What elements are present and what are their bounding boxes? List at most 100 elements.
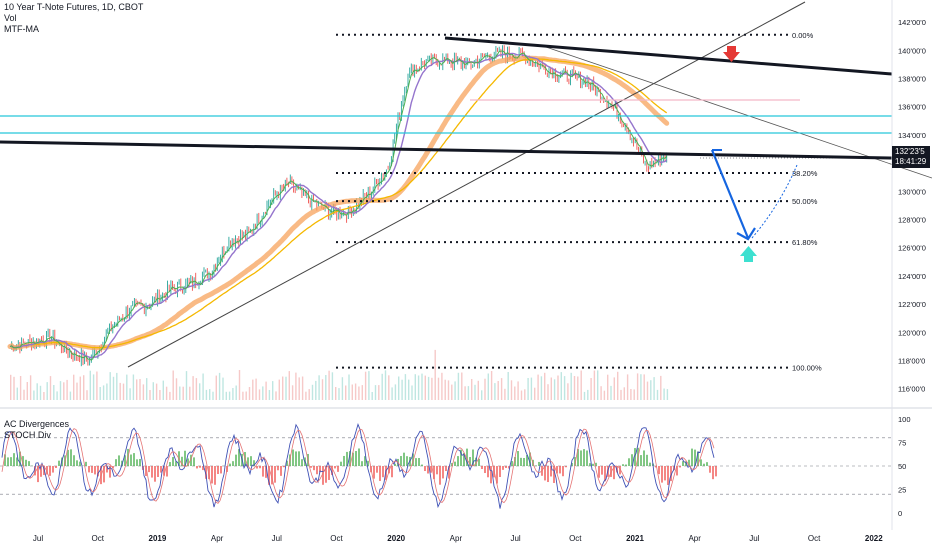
ac-histogram-bar — [211, 466, 213, 484]
ac-histogram-bar — [55, 466, 57, 469]
ac-histogram-bar — [709, 466, 711, 473]
volume-bar — [331, 372, 334, 400]
ac-histogram-bar — [322, 466, 324, 485]
upper-resistance-line — [444, 36, 893, 76]
volume-bar — [620, 389, 622, 400]
volume-bar — [510, 380, 513, 400]
ac-histogram-bar — [277, 466, 279, 471]
ac-histogram-bar — [466, 448, 468, 466]
ac-histogram-bar — [694, 449, 696, 466]
volume-bar — [29, 375, 32, 400]
volume-bar — [660, 375, 662, 400]
ac-histogram-bar — [19, 451, 21, 466]
volume-bar — [653, 377, 655, 400]
ac-histogram-bar — [601, 466, 603, 475]
time-axis-label: 2022 — [865, 534, 883, 543]
ac-histogram-bar — [523, 457, 525, 466]
volume-bar — [56, 391, 58, 400]
fib-level-label: 38.20% — [792, 169, 818, 178]
ac-histogram-bar — [316, 466, 318, 475]
ac-histogram-bar — [556, 466, 558, 474]
ac-histogram-bar — [229, 463, 231, 466]
volume-bar — [222, 377, 224, 400]
volume-bar — [132, 374, 135, 400]
volume-bar — [182, 386, 184, 400]
volume-bar — [427, 376, 430, 400]
volume-bar — [424, 375, 426, 400]
chart-legend: 10 Year T-Note Futures, 1D, CBOT Vol MTF… — [4, 2, 143, 35]
time-axis-label: Jul — [510, 534, 520, 543]
indicator-ac-divergences[interactable]: AC Divergences — [4, 419, 70, 429]
volume-bar — [291, 385, 294, 400]
indicator-vol[interactable]: Vol — [4, 13, 17, 23]
volume-bar — [580, 370, 582, 400]
volume-bar — [252, 379, 254, 400]
ac-histogram-bar — [160, 466, 162, 473]
volume-bar — [298, 377, 300, 400]
price-axis-label: 142'00'0 — [898, 18, 926, 27]
ac-histogram-bar — [712, 466, 714, 480]
fib-level-label: 61.80% — [792, 238, 818, 247]
ac-histogram-bar — [181, 456, 183, 466]
volume-bar — [258, 389, 261, 400]
volume-bar — [610, 385, 612, 400]
volume-bar — [225, 391, 227, 400]
volume-bar — [83, 375, 85, 400]
volume-bar — [643, 374, 645, 400]
volume-bar — [235, 385, 237, 400]
indicator-stoch-div[interactable]: STOCH Div — [4, 430, 51, 440]
volume-bar — [547, 384, 549, 400]
ac-histogram-bar — [256, 466, 258, 469]
time-axis-label: Jul — [272, 534, 282, 543]
ac-histogram-bar — [187, 458, 189, 466]
ac-histogram-bar — [634, 448, 636, 466]
ac-histogram-bar — [7, 457, 9, 466]
volume-bar — [557, 375, 559, 400]
ac-histogram-bar — [319, 466, 321, 473]
ac-histogram-bar — [202, 466, 204, 471]
ac-histogram-bar — [703, 463, 705, 466]
volume-bar — [345, 385, 347, 400]
ac-histogram-bar — [490, 466, 492, 484]
indicator-mtf-ma[interactable]: MTF-MA — [4, 24, 39, 34]
ac-histogram-bar — [136, 459, 138, 466]
ac-histogram-bar — [457, 456, 459, 466]
volume-bar — [66, 379, 68, 400]
volume-bar — [136, 379, 138, 400]
ac-histogram-bar — [574, 457, 576, 466]
ac-histogram-bar — [631, 454, 633, 466]
volume-bar — [33, 390, 35, 400]
volume-bar — [152, 382, 154, 400]
ac-histogram-bar — [70, 449, 72, 466]
volume-bar — [467, 386, 470, 400]
volume-bar — [149, 390, 151, 400]
oscillator-legend: AC Divergences STOCH Div — [4, 419, 69, 441]
ac-histogram-bar — [235, 454, 237, 466]
volume-bar — [537, 374, 539, 400]
volume-bar — [202, 373, 204, 400]
ac-histogram-bar — [361, 461, 363, 466]
time-axis-label: 2021 — [626, 534, 644, 543]
ac-histogram-bar — [436, 466, 438, 475]
volume-bar — [646, 381, 649, 400]
ac-histogram-bar — [349, 451, 351, 466]
volume-bar — [96, 371, 98, 400]
volume-bar — [328, 370, 330, 400]
ac-histogram-bar — [262, 466, 264, 477]
red-arrow-down-icon — [723, 46, 740, 62]
ac-histogram-bar — [58, 460, 60, 466]
ac-histogram — [4, 447, 717, 485]
ac-histogram-bar — [259, 466, 261, 469]
volume-bar — [663, 388, 665, 400]
ac-histogram-bar — [499, 466, 501, 477]
ac-histogram-bar — [193, 457, 195, 466]
volume-bar — [527, 378, 529, 400]
ac-histogram-bar — [394, 463, 396, 466]
fib-level-label: 100.00% — [792, 364, 822, 373]
instrument-title[interactable]: 10 Year T-Note Futures, 1D, CBOT — [4, 2, 144, 12]
ac-histogram-bar — [472, 449, 474, 466]
time-axis-label: Oct — [569, 534, 582, 543]
volume-bar — [209, 389, 211, 400]
volume-bar — [530, 377, 533, 400]
ac-histogram-bar — [67, 449, 69, 466]
